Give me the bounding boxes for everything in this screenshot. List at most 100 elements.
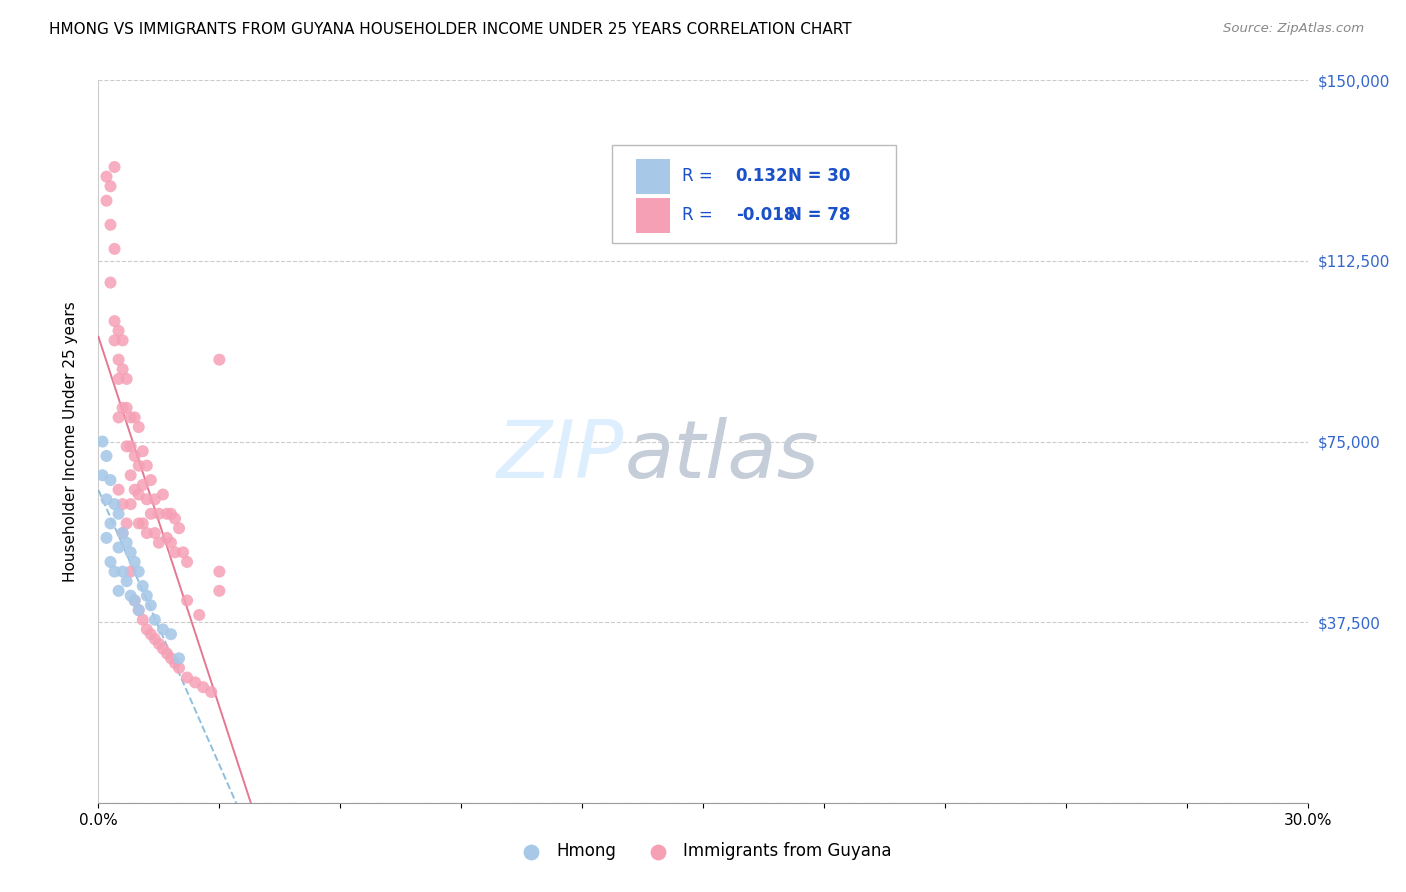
Point xyxy=(167,651,190,665)
Point xyxy=(184,675,207,690)
FancyBboxPatch shape xyxy=(637,198,671,233)
Point xyxy=(132,579,155,593)
Point xyxy=(143,492,166,507)
Point xyxy=(188,607,211,622)
Point xyxy=(115,401,138,415)
Point xyxy=(135,458,157,473)
Point xyxy=(124,410,146,425)
Point xyxy=(111,401,134,415)
Point xyxy=(107,583,129,598)
Point xyxy=(132,613,155,627)
Point xyxy=(139,473,162,487)
Point xyxy=(208,565,231,579)
Point xyxy=(115,535,138,549)
Point xyxy=(107,507,129,521)
Point xyxy=(115,372,138,386)
Point xyxy=(139,507,162,521)
Point xyxy=(132,478,155,492)
Point xyxy=(152,641,174,656)
Text: Source: ZipAtlas.com: Source: ZipAtlas.com xyxy=(1223,22,1364,36)
Text: R =: R = xyxy=(682,167,713,185)
Point xyxy=(96,169,118,184)
Point xyxy=(143,613,166,627)
Point xyxy=(167,521,190,535)
Point xyxy=(111,565,134,579)
Point xyxy=(163,511,186,525)
Point xyxy=(160,507,183,521)
Point xyxy=(103,565,125,579)
Point xyxy=(120,497,142,511)
Point xyxy=(148,535,170,549)
Point xyxy=(128,458,150,473)
Point xyxy=(111,526,134,541)
Point xyxy=(208,352,231,367)
Point xyxy=(163,545,186,559)
Point xyxy=(120,545,142,559)
Point xyxy=(208,583,231,598)
Point xyxy=(103,497,125,511)
Point xyxy=(152,623,174,637)
Point xyxy=(120,565,142,579)
Point xyxy=(176,671,198,685)
Point xyxy=(124,449,146,463)
Point xyxy=(111,334,134,348)
Y-axis label: Householder Income Under 25 years: Householder Income Under 25 years xyxy=(63,301,77,582)
Point xyxy=(132,516,155,531)
Point xyxy=(115,439,138,453)
Point xyxy=(107,483,129,497)
Text: 0.132: 0.132 xyxy=(735,167,789,185)
Point xyxy=(111,497,134,511)
Point xyxy=(91,434,114,449)
Point xyxy=(176,593,198,607)
Point xyxy=(156,647,179,661)
Point xyxy=(111,526,134,541)
Point xyxy=(100,179,122,194)
Point xyxy=(148,637,170,651)
Point xyxy=(96,531,118,545)
Point xyxy=(128,487,150,501)
Text: -0.018: -0.018 xyxy=(735,206,794,224)
Text: atlas: atlas xyxy=(624,417,820,495)
Point xyxy=(103,242,125,256)
Point xyxy=(160,651,183,665)
FancyBboxPatch shape xyxy=(613,145,897,243)
Point xyxy=(172,545,194,559)
Point xyxy=(124,555,146,569)
Point xyxy=(200,685,222,699)
Point xyxy=(160,535,183,549)
Point xyxy=(176,555,198,569)
Legend: Hmong, Immigrants from Guyana: Hmong, Immigrants from Guyana xyxy=(508,836,898,867)
Point xyxy=(91,468,114,483)
Point xyxy=(115,574,138,589)
Point xyxy=(128,565,150,579)
Point xyxy=(120,439,142,453)
Point xyxy=(111,362,134,376)
Point xyxy=(107,324,129,338)
Point xyxy=(167,661,190,675)
Point xyxy=(107,410,129,425)
Point xyxy=(96,492,118,507)
Point xyxy=(100,473,122,487)
Point xyxy=(103,160,125,174)
Point xyxy=(120,468,142,483)
Point xyxy=(100,516,122,531)
Text: N = 30: N = 30 xyxy=(787,167,851,185)
Point xyxy=(124,483,146,497)
Point xyxy=(156,507,179,521)
Point xyxy=(156,531,179,545)
Point xyxy=(135,492,157,507)
Text: N = 78: N = 78 xyxy=(787,206,851,224)
Text: R =: R = xyxy=(682,206,713,224)
Point xyxy=(128,603,150,617)
Text: HMONG VS IMMIGRANTS FROM GUYANA HOUSEHOLDER INCOME UNDER 25 YEARS CORRELATION CH: HMONG VS IMMIGRANTS FROM GUYANA HOUSEHOL… xyxy=(49,22,852,37)
Point xyxy=(120,410,142,425)
Point xyxy=(128,420,150,434)
Point xyxy=(152,487,174,501)
Point xyxy=(135,589,157,603)
Point xyxy=(128,516,150,531)
Point xyxy=(160,627,183,641)
Point xyxy=(100,218,122,232)
Point xyxy=(107,372,129,386)
Point xyxy=(120,589,142,603)
Point xyxy=(124,593,146,607)
